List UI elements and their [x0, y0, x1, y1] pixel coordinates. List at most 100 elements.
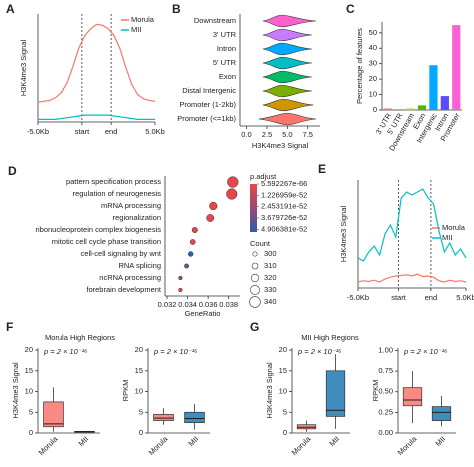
x-tick-label: -5.0Kb: [27, 127, 49, 136]
size-label: 300: [264, 249, 277, 258]
x-tick-label: MII: [187, 434, 201, 448]
size-key: [250, 273, 260, 283]
x-tick-label: end: [425, 293, 438, 302]
y-tick-label: 20: [369, 74, 377, 83]
panel-title: Morula High Regions: [45, 333, 115, 342]
legend-label: Morula: [442, 223, 466, 232]
y-tick-label: 30: [369, 59, 377, 68]
y-tick-label: 50: [369, 28, 377, 37]
line-series: [357, 188, 467, 262]
box: [184, 411, 205, 423]
violin: [262, 70, 312, 84]
category-label: Intron: [217, 44, 236, 53]
bar: [452, 25, 461, 110]
box: [43, 401, 64, 428]
violin: [262, 84, 312, 98]
y-tick-label: 0.00: [378, 428, 393, 437]
color-tick-label: 4.906381e-52: [261, 224, 307, 233]
x-tick-label: MII: [328, 434, 342, 448]
category-label: Exon: [219, 72, 236, 81]
bar: [406, 108, 415, 110]
x-axis-title: H3K4me3 Signal: [252, 141, 309, 150]
size-key: [250, 285, 260, 295]
y-tick-label: 1.00: [378, 345, 393, 354]
dot: [178, 275, 183, 281]
dot: [178, 287, 183, 293]
box: [153, 413, 174, 421]
size-label: 340: [264, 297, 277, 306]
annotation: p = 2 × 10⁻¹⁶: [297, 347, 341, 356]
panel-label: G: [250, 320, 259, 334]
panel-title: MII High Regions: [301, 333, 359, 342]
y-axis-title: H3K4me3 Signal: [339, 206, 348, 263]
y-axis-title: H3K4me3 Signal: [265, 362, 274, 419]
category-label: mRNA processing: [101, 201, 161, 210]
dot: [206, 214, 215, 222]
annotation: p = 2 × 10⁻¹⁶: [43, 347, 87, 356]
dot: [227, 176, 239, 188]
x-tick-label: 0.032: [158, 300, 177, 309]
x-tick-label: 0.038: [219, 300, 238, 309]
dot: [191, 226, 198, 234]
annotation: p = 2 × 10⁻¹⁶: [153, 347, 197, 356]
legend-label: MII: [131, 25, 141, 34]
y-axis-title: H3K4me3 Signal: [11, 362, 20, 419]
category-label: Promoter (1-2kb): [179, 100, 236, 109]
annotation: p = 2 × 10⁻¹⁶: [403, 347, 447, 356]
dot: [187, 251, 194, 257]
size-label: 330: [264, 285, 277, 294]
category-label: RNA splicing: [118, 261, 161, 270]
y-tick-label: 0.50: [378, 387, 393, 396]
color-bar: [250, 184, 257, 232]
y-tick-label: 15: [25, 366, 33, 375]
x-tick-label: Morula: [37, 434, 60, 457]
violin: [262, 56, 312, 70]
x-tick-label: Morula: [396, 434, 419, 457]
x-tick-label: 5.0Kb: [145, 127, 165, 136]
size-key: [252, 251, 258, 257]
box: [431, 406, 452, 421]
y-tick-label: 10: [25, 387, 33, 396]
panel-label: C: [346, 2, 355, 16]
category-label: cell-cell signaling by wnt: [81, 249, 162, 258]
violin: [262, 98, 314, 112]
y-tick-label: 20: [135, 345, 143, 354]
legend-title: Count: [250, 239, 271, 248]
panel-label: A: [6, 2, 15, 16]
y-axis-title: RPKM: [371, 380, 380, 402]
y-tick-label: 20: [279, 345, 287, 354]
y-tick-label: 40: [369, 43, 377, 52]
y-tick-label: 5: [283, 407, 287, 416]
dot: [209, 201, 218, 211]
panel-label: E: [318, 162, 326, 176]
y-tick-label: 5: [139, 407, 143, 416]
y-tick-label: 0: [29, 428, 33, 437]
violin: [262, 28, 312, 42]
category-label: ribonucleoprotein complex biogenesis: [36, 225, 162, 234]
x-tick-label: Morula: [290, 434, 313, 457]
y-tick-label: 10: [279, 387, 287, 396]
y-axis-title: RPKM: [121, 380, 130, 402]
x-tick-label: 5.0: [282, 130, 292, 139]
x-tick-label: 0.034: [178, 300, 197, 309]
dot: [189, 239, 196, 245]
x-tick-label: MII: [434, 434, 448, 448]
size-label: 320: [264, 273, 277, 282]
y-tick-label: 5: [29, 407, 33, 416]
violin: [262, 14, 316, 28]
box: [402, 387, 423, 407]
y-axis-title: Percentage of features: [355, 28, 364, 104]
legend-label: MII: [442, 233, 452, 242]
dot: [226, 188, 238, 200]
category-label: ncRNA processing: [99, 273, 161, 282]
size-key: [251, 262, 259, 270]
panel-label: B: [172, 2, 181, 16]
bar: [440, 96, 449, 110]
category-label: regionalization: [113, 213, 161, 222]
y-tick-label: 20: [25, 345, 33, 354]
y-tick-label: 0: [373, 105, 377, 114]
color-tick-label: 2.453191e-52: [261, 202, 307, 211]
x-axis-title: GeneRatio: [185, 309, 221, 318]
x-tick-label: 2.5: [262, 130, 272, 139]
